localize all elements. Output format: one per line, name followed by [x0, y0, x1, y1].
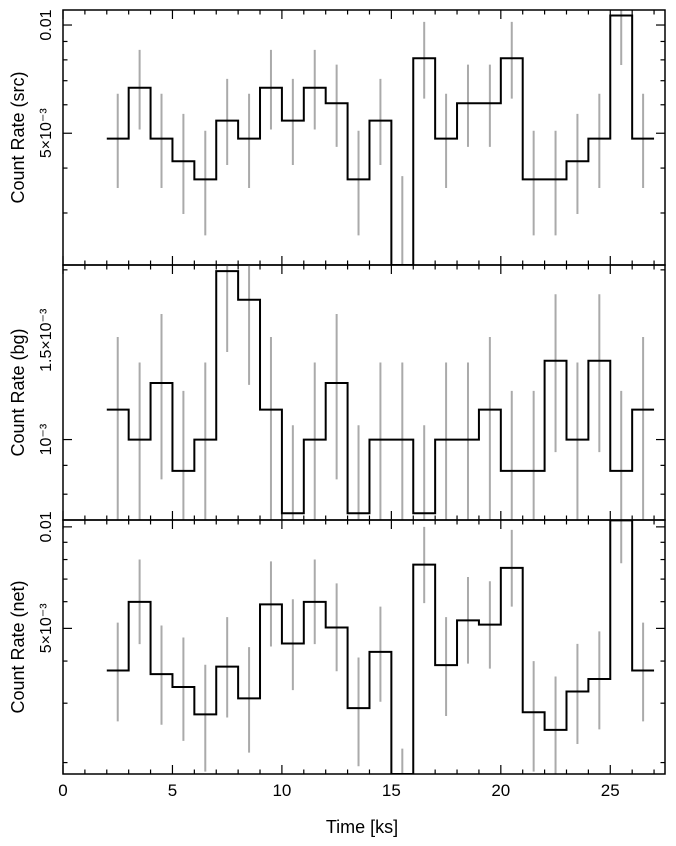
- x-tick-label: 20: [491, 781, 510, 800]
- x-tick-label: 25: [601, 781, 620, 800]
- panel-1: 5×10⁻³ 0.01 Count Rate (src): [8, 9, 666, 266]
- error-bars: [116, 10, 645, 265]
- axes-frame: [62, 9, 666, 266]
- error-bars: [116, 520, 645, 774]
- y-tick-label: 10⁻³: [38, 423, 55, 455]
- y-tick-label: 0.01: [38, 9, 55, 40]
- y-axis-label: Count Rate (src): [8, 71, 28, 203]
- error-bars: [116, 265, 645, 520]
- axes-frame: [62, 519, 666, 775]
- x-tick-label: 0: [58, 781, 67, 800]
- y-axis-label: Count Rate (net): [8, 580, 28, 713]
- data-step-line: [106, 270, 655, 515]
- y-tick-label: 5×10⁻³: [38, 108, 55, 158]
- y-tick-label: 0.01: [38, 511, 55, 542]
- y-axis-label: Count Rate (bg): [8, 328, 28, 456]
- x-tick-label: 5: [168, 781, 177, 800]
- y-tick-label: 5×10⁻³: [38, 603, 55, 653]
- data-step-line: [106, 520, 655, 774]
- x-axis-label: Time [ks]: [326, 817, 398, 837]
- x-tick-labels: 0 5 10 15 20 25: [58, 781, 619, 800]
- x-tick-label: 10: [272, 781, 291, 800]
- panel-2: 10⁻³ 1.5×10⁻³ Count Rate (bg): [8, 264, 666, 521]
- panel-3: 5×10⁻³ 0.01 Count Rate (net): [8, 511, 666, 775]
- axes-frame: [62, 264, 666, 521]
- x-tick-label: 15: [382, 781, 401, 800]
- data-step-line: [106, 14, 655, 265]
- y-tick-label: 1.5×10⁻³: [38, 308, 55, 372]
- panels: 5×10⁻³ 0.01 Count Rate (src) 10⁻³ 1.5×10⁻³ Co…: [8, 9, 666, 775]
